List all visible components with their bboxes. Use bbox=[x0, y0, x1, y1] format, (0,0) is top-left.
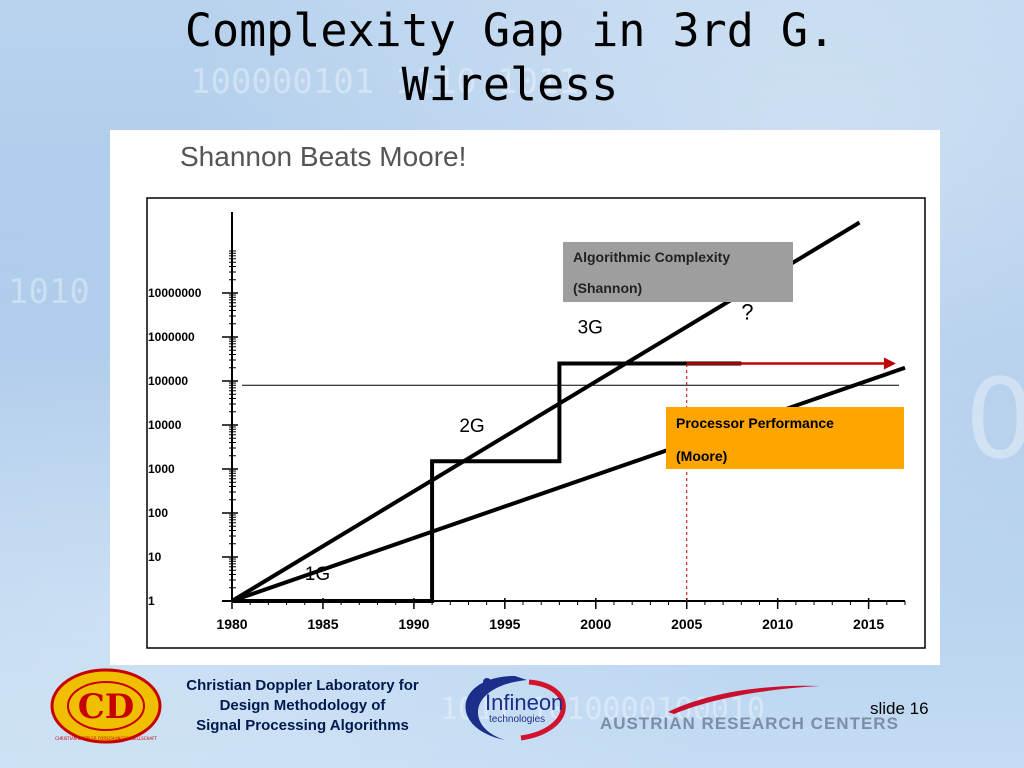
x-tick-label-1: 1985 bbox=[307, 616, 338, 632]
cd-logo-letters: CD bbox=[78, 687, 135, 727]
arc-logo-red-swoosh bbox=[668, 685, 820, 714]
y-tick-label-7: 10000000 bbox=[148, 286, 202, 300]
background-binary-1: 100000101 1110 1011 bbox=[190, 62, 579, 102]
infineon-logo: Infineon technologies bbox=[465, 676, 566, 741]
y-tick-label-0: 1 bbox=[148, 594, 155, 608]
lab-name-line-3: Signal Processing Algorithms bbox=[196, 717, 409, 734]
cd-logo-ring-text: CHRISTIAN DOPPLER FORSCHUNGSGESELLSCHAFT bbox=[55, 736, 157, 741]
arc-text: AUSTRIAN RESEARCH CENTERS bbox=[600, 714, 899, 733]
slide-title-line-1: Complexity Gap in 3rd G. bbox=[184, 4, 836, 57]
lab-name-line-1: Christian Doppler Laboratory for bbox=[186, 677, 419, 694]
processor-performance-label-line-2: (Moore) bbox=[676, 448, 727, 464]
moore-line bbox=[231, 365, 906, 603]
infineon-logo-swoosh bbox=[465, 676, 527, 740]
generations-step-line bbox=[232, 361, 742, 603]
x-tick-label-7: 2015 bbox=[853, 616, 884, 632]
infineon-logo-tagline: technologies bbox=[489, 714, 545, 725]
label-question-mark: ? bbox=[741, 299, 753, 324]
slide-title-line-2: Wireless bbox=[401, 58, 619, 111]
processor-performance-label-line-1: Processor Performance bbox=[676, 415, 834, 431]
algorithmic-complexity-label-line-2: (Shannon) bbox=[573, 280, 642, 296]
infineon-logo-arc bbox=[520, 679, 566, 741]
label-3g: 3G bbox=[578, 318, 603, 339]
background-binary-2: 1010 bbox=[8, 272, 90, 312]
x-tick-label-3: 1995 bbox=[489, 616, 520, 632]
y-tick-label-2: 100 bbox=[148, 506, 168, 520]
algorithmic-complexity-box bbox=[563, 242, 793, 302]
infineon-logo-dot bbox=[483, 678, 491, 686]
cd-logo: CD CHRISTIAN DOPPLER FORSCHUNGSGESELLSCH… bbox=[50, 668, 162, 744]
x-tick-label-0: 1980 bbox=[216, 616, 247, 632]
plot-frame bbox=[146, 197, 926, 649]
label-2g: 2G bbox=[459, 416, 484, 437]
gap-arrow-head bbox=[883, 357, 896, 370]
lab-name-line-2: Design Methodology of bbox=[219, 697, 386, 714]
algorithmic-complexity-label-line-1: Algorithmic Complexity bbox=[573, 249, 730, 265]
background-big-digit: 0 bbox=[965, 355, 1024, 483]
x-tick-label-6: 2010 bbox=[762, 616, 793, 632]
y-tick-label-1: 10 bbox=[148, 550, 162, 564]
lab-name: Christian Doppler Laboratory for Design … bbox=[160, 676, 445, 736]
y-tick-label-4: 10000 bbox=[148, 418, 182, 432]
y-tick-label-5: 100000 bbox=[148, 374, 188, 388]
x-tick-label-4: 2000 bbox=[580, 616, 611, 632]
processor-performance-box bbox=[666, 407, 904, 469]
infineon-logo-name: Infineon bbox=[485, 690, 563, 715]
chart-svg: Shannon Beats Moore! 1 10 100 1000 10000 1000… bbox=[146, 141, 926, 649]
y-tick-label-3: 1000 bbox=[148, 462, 175, 476]
slide-title: Complexity Gap in 3rd G. Wireless bbox=[120, 4, 900, 112]
arc-logo-swoosh bbox=[668, 685, 820, 714]
slide-number: slide 16 bbox=[870, 699, 929, 718]
x-tick-label-5: 2005 bbox=[671, 616, 702, 632]
chart-panel: Shannon Beats Moore! 1 10 100 1000 10000 1000… bbox=[110, 130, 940, 665]
chart-title: Shannon Beats Moore! bbox=[180, 141, 466, 172]
x-tick-label-2: 1990 bbox=[398, 616, 429, 632]
cd-logo-inner-ring bbox=[67, 681, 145, 731]
y-tick-label-6: 1000000 bbox=[148, 330, 195, 344]
label-1g: 1G bbox=[305, 564, 330, 585]
